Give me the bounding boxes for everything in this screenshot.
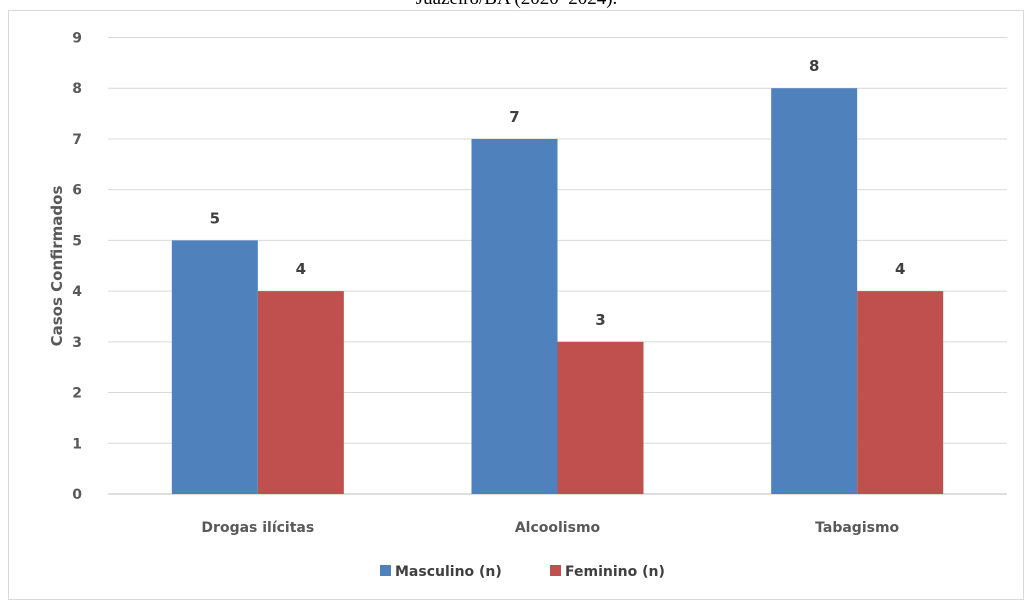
bar-masculino [771, 88, 858, 494]
data-label: 8 [809, 57, 819, 75]
data-labels: 5 4 7 3 8 4 [210, 57, 906, 329]
x-tick-label: Alcoolismo [515, 520, 601, 536]
bar-masculino [471, 138, 558, 494]
y-axis-title: Casos Confirmados [48, 186, 66, 347]
bar-masculino [171, 240, 258, 494]
x-tick-label: Drogas ilícitas [201, 520, 314, 536]
bars [171, 88, 944, 494]
bar-feminino [857, 291, 944, 494]
axes: 0 1 2 3 4 5 6 7 8 9 Drogas ilícitas Alcoolismo Tabag… [72, 31, 899, 537]
y-tick-label: 1 [72, 436, 82, 452]
y-tick-label: 0 [72, 487, 82, 503]
data-label: 4 [296, 260, 306, 278]
y-tick-label: 7 [72, 132, 82, 148]
data-label: 7 [509, 108, 519, 126]
legend-swatch [550, 565, 561, 576]
legend-label: Feminino (n) [565, 564, 665, 580]
figure-caption: Juazeiro/BA (2020–2024). [0, 0, 1033, 10]
legend-swatch [380, 565, 391, 576]
data-label: 5 [210, 209, 220, 227]
x-tick-label: Tabagismo [815, 520, 899, 536]
y-tick-label: 4 [72, 284, 82, 300]
y-tick-label: 8 [72, 81, 82, 97]
y-tick-label: 6 [72, 183, 82, 199]
legend-label: Masculino (n) [395, 564, 502, 580]
y-tick-label: 5 [72, 233, 82, 249]
y-tick-label: 2 [72, 386, 82, 402]
bar-feminino [557, 341, 644, 494]
bar-feminino [257, 291, 344, 494]
legend: Masculino (n) Feminino (n) [380, 564, 665, 580]
data-label: 3 [595, 311, 605, 329]
data-label: 4 [895, 260, 905, 278]
y-tick-label: 3 [72, 335, 82, 351]
y-tick-label: 9 [72, 31, 82, 47]
